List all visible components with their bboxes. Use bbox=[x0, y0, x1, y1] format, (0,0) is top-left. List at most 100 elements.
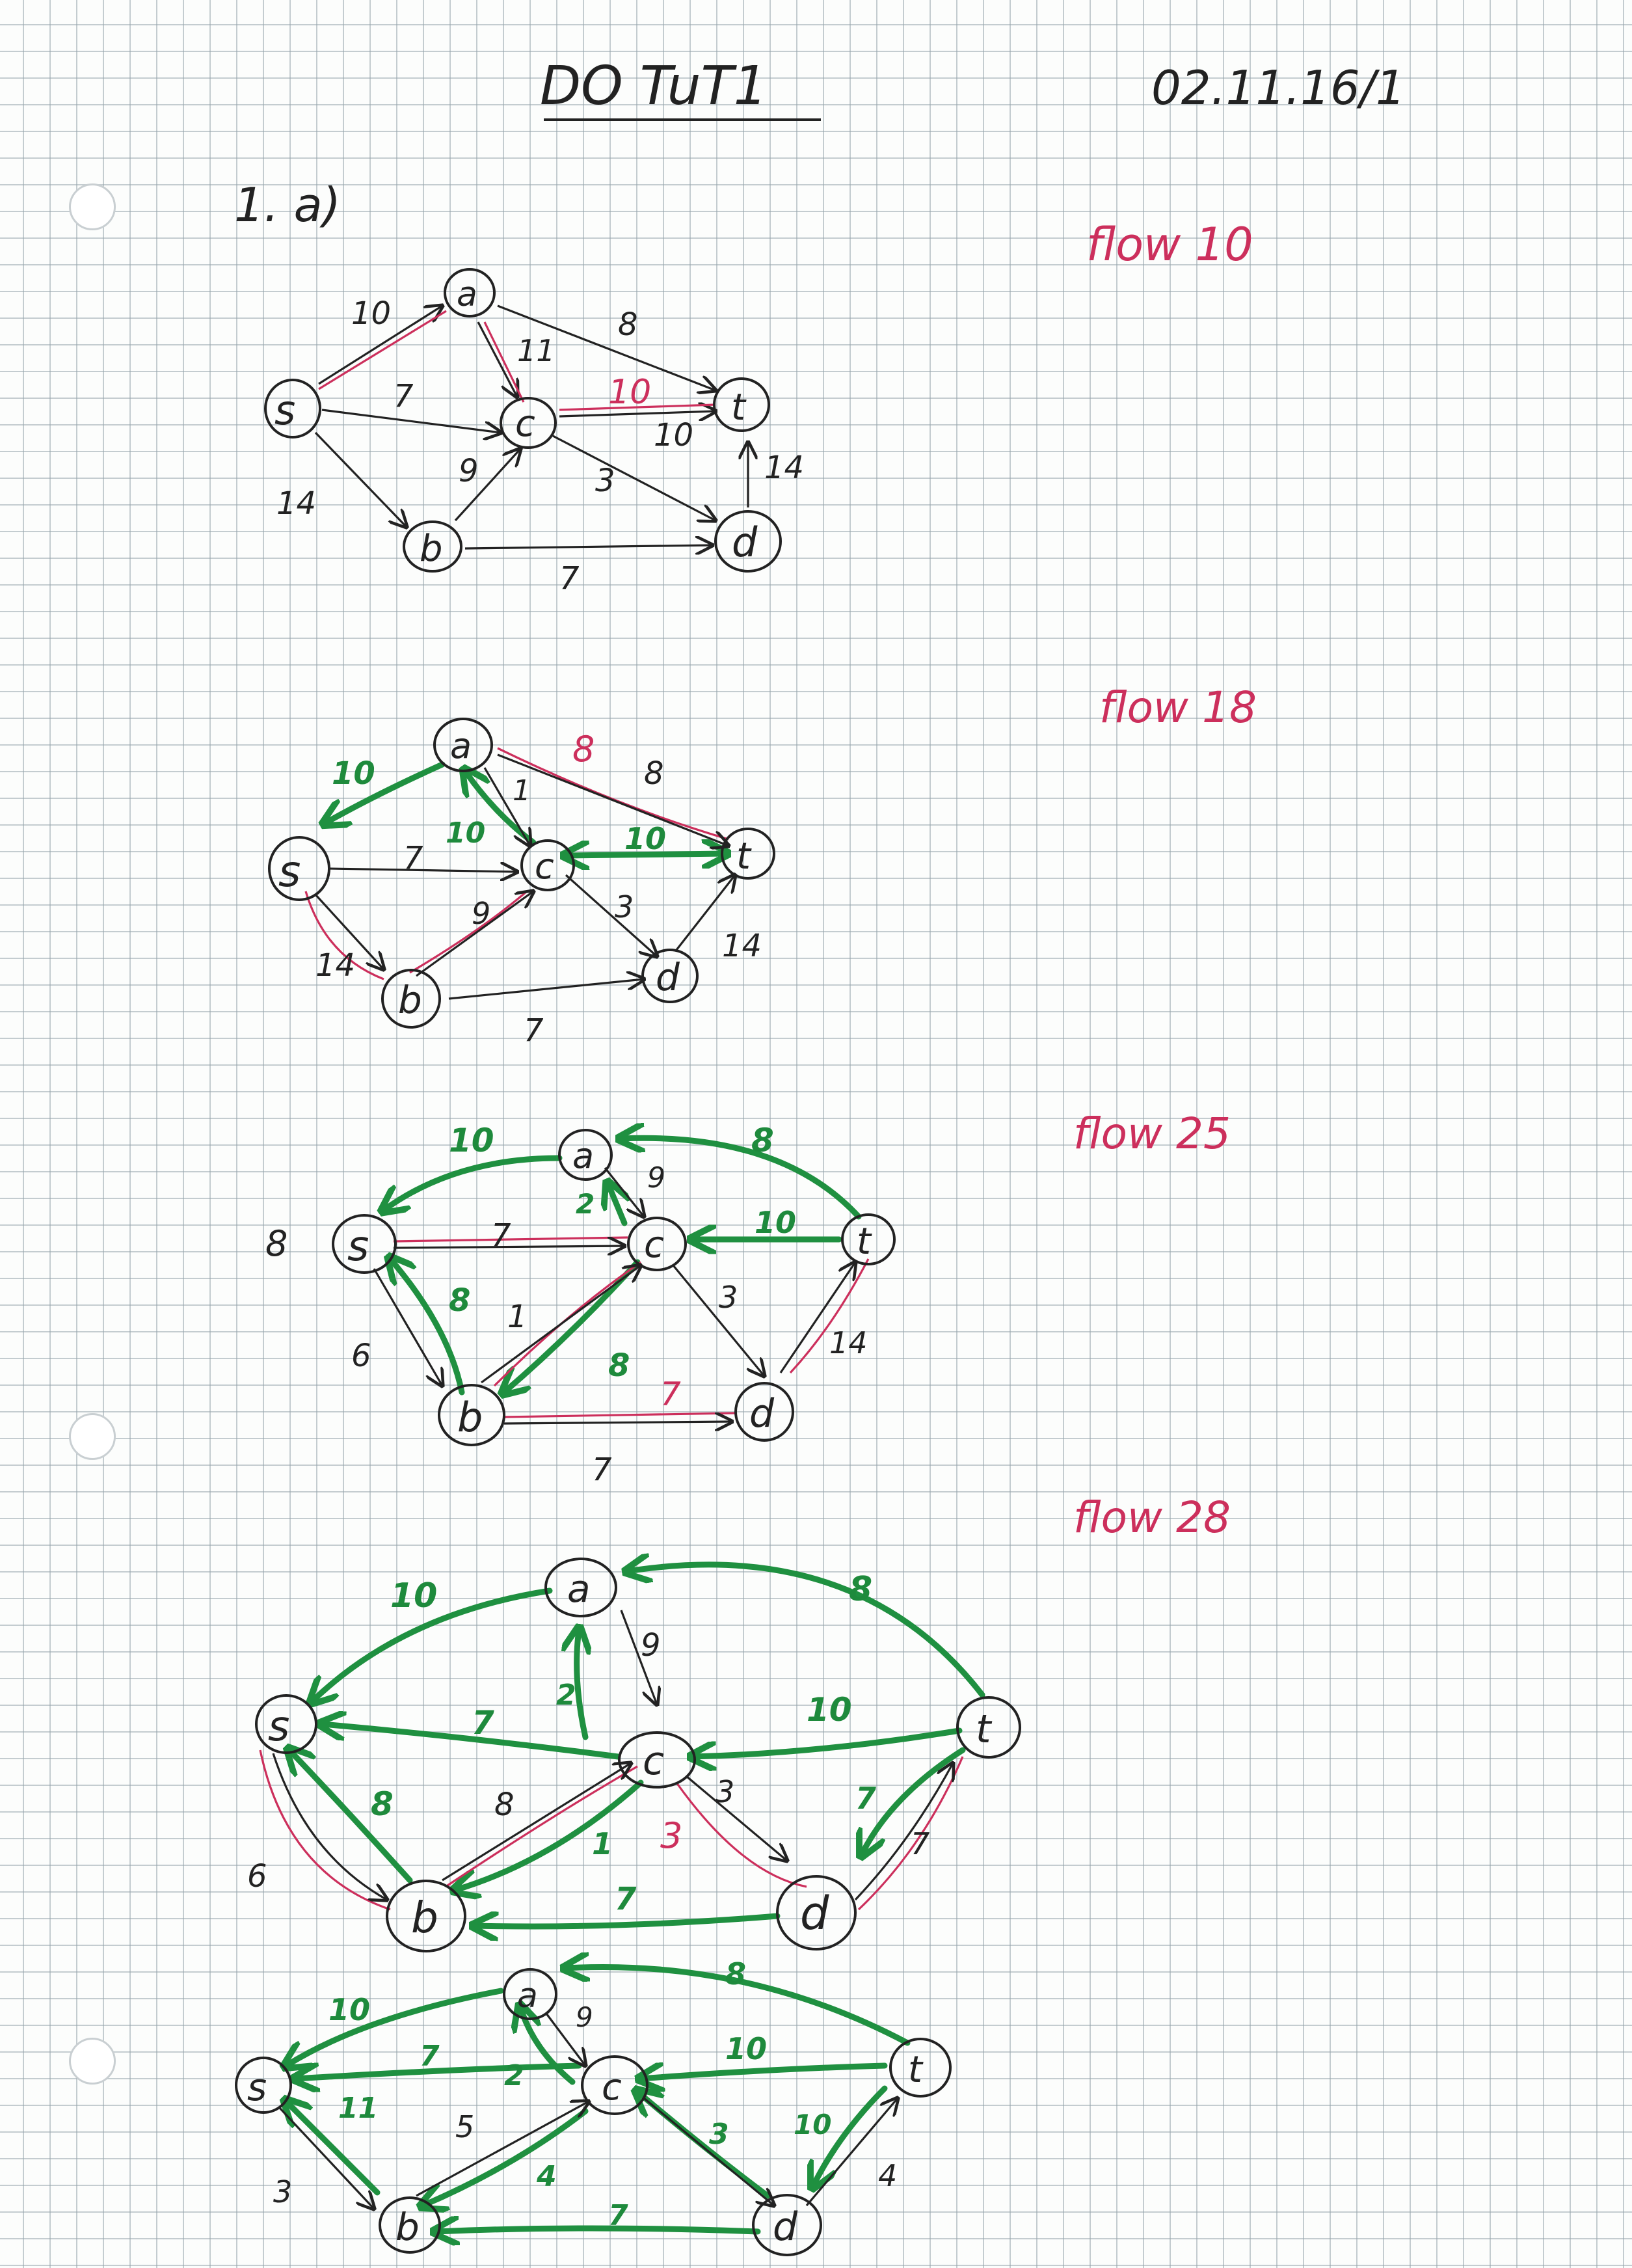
edge-label: 8 bbox=[644, 755, 664, 792]
node-b bbox=[379, 2196, 441, 2254]
punch-hole-bottom bbox=[69, 2038, 116, 2085]
edge-label: 8 bbox=[849, 1570, 872, 1609]
node-label: d bbox=[800, 1887, 829, 1940]
edge-label: 3 bbox=[615, 889, 634, 925]
edge-label: 8 bbox=[572, 729, 595, 770]
edge-a-t bbox=[497, 304, 716, 390]
edge-d-t bbox=[779, 1262, 855, 1373]
node-t bbox=[956, 1696, 1021, 1759]
edge-c-d bbox=[565, 874, 657, 956]
edge-b-d bbox=[503, 1422, 732, 1424]
node-label: t bbox=[976, 1707, 993, 1752]
edge-label: 1 bbox=[513, 774, 531, 807]
node-t bbox=[841, 1213, 896, 1265]
node-c bbox=[627, 1217, 687, 1271]
edge-s-b bbox=[314, 893, 384, 969]
node-c bbox=[520, 839, 575, 891]
edge-label: 1 bbox=[592, 1826, 613, 1861]
node-label: c bbox=[515, 403, 535, 445]
node-label: c bbox=[602, 2066, 622, 2109]
node-label: a bbox=[517, 1977, 538, 2016]
node-s bbox=[268, 836, 330, 901]
edge-a-s-green bbox=[325, 761, 446, 823]
edge-d-t-path bbox=[789, 1258, 870, 1374]
edge-label: 7 bbox=[420, 2040, 440, 2073]
edge-a-t-path bbox=[497, 747, 729, 841]
edge-b-s-green bbox=[390, 1259, 465, 1396]
node-label: s bbox=[274, 386, 295, 434]
edge-c-t-green bbox=[566, 854, 725, 856]
edge-label: 3 bbox=[660, 1815, 682, 1856]
node-c bbox=[500, 397, 557, 449]
node-label: s bbox=[268, 1703, 289, 1751]
edge-b-d bbox=[464, 545, 712, 548]
edge-label: 7 bbox=[559, 560, 580, 597]
punch-hole-top bbox=[69, 183, 116, 230]
edge-label: 14 bbox=[722, 928, 762, 964]
node-label: c bbox=[644, 1224, 664, 1266]
edge-label: 10 bbox=[351, 295, 391, 332]
edge-a-s-green bbox=[312, 1587, 553, 1701]
edge-c-d bbox=[643, 2097, 774, 2206]
edge-label: 7 bbox=[608, 2199, 628, 2232]
edge-b-c bbox=[416, 2101, 589, 2197]
edge-label: 7 bbox=[403, 840, 423, 876]
edge-label: 7 bbox=[855, 1781, 876, 1816]
flow-label: flow 18 bbox=[1099, 682, 1257, 733]
node-c bbox=[618, 1731, 696, 1789]
edge-label: 7 bbox=[394, 378, 414, 414]
node-label: t bbox=[736, 835, 752, 878]
edge-s-b-path bbox=[259, 1749, 391, 1911]
diagram-flow-25: flow 25 bbox=[265, 1109, 1231, 1488]
node-label: d bbox=[732, 519, 758, 566]
edge-s-b bbox=[278, 2107, 374, 2209]
edge-label: 14 bbox=[276, 485, 316, 522]
edge-label: 10 bbox=[328, 1992, 370, 2027]
edge-t-c-green bbox=[641, 2066, 888, 2079]
diagram-flow-28: flow 28 bbox=[247, 1492, 1231, 1952]
edge-label: 7 bbox=[524, 1012, 544, 1049]
edge-label: 8 bbox=[265, 1223, 288, 1264]
punch-hole-middle bbox=[69, 1413, 116, 1460]
edge-t-a-green bbox=[566, 1967, 911, 2046]
edge-label: 10 bbox=[807, 1691, 852, 1729]
edge-label: 7 bbox=[472, 1704, 494, 1742]
edge-c-s-green bbox=[296, 2066, 582, 2079]
edge-label: 4 bbox=[878, 2158, 897, 2193]
edge-label: 10 bbox=[654, 417, 693, 453]
edge-c-a-green bbox=[520, 2007, 576, 2085]
edge-label: 6 bbox=[351, 1338, 371, 1374]
edge-label: 7 bbox=[911, 1826, 930, 1861]
edge-a-c bbox=[604, 1167, 644, 1217]
edge-label: 7 bbox=[615, 1881, 637, 1917]
edge-label: 10 bbox=[725, 2031, 767, 2066]
node-c bbox=[581, 2055, 649, 2115]
edge-s-c bbox=[328, 869, 517, 872]
node-label: d bbox=[656, 955, 680, 999]
node-label: t bbox=[731, 386, 747, 429]
node-t bbox=[721, 828, 775, 880]
node-label: c bbox=[643, 1738, 664, 1784]
node-label: a bbox=[567, 1567, 591, 1611]
page-date: 02.11.16/1 bbox=[1151, 61, 1406, 115]
edge-s-b bbox=[314, 431, 407, 527]
edge-label: 3 bbox=[709, 2118, 729, 2151]
edge-label: 14 bbox=[829, 1325, 868, 1360]
edge-label: 10 bbox=[446, 817, 485, 850]
edge-label: 8 bbox=[618, 306, 638, 343]
edge-d-t bbox=[675, 875, 735, 951]
edge-b-c-path bbox=[409, 890, 528, 974]
node-d bbox=[714, 510, 782, 573]
node-label: t bbox=[857, 1221, 872, 1263]
edge-c-s-green bbox=[322, 1724, 621, 1760]
edge-a-t bbox=[497, 753, 729, 846]
edge-label: 8 bbox=[449, 1282, 470, 1319]
diagram-flow-18: flow 18 s a c bbox=[268, 682, 1257, 1049]
edge-a-c-path bbox=[483, 321, 525, 403]
node-label: s bbox=[347, 1222, 369, 1271]
edge-label: 10 bbox=[794, 2109, 831, 2140]
edge-c-a-green bbox=[577, 1630, 585, 1740]
node-d bbox=[734, 1382, 794, 1442]
node-label: b bbox=[420, 528, 443, 570]
